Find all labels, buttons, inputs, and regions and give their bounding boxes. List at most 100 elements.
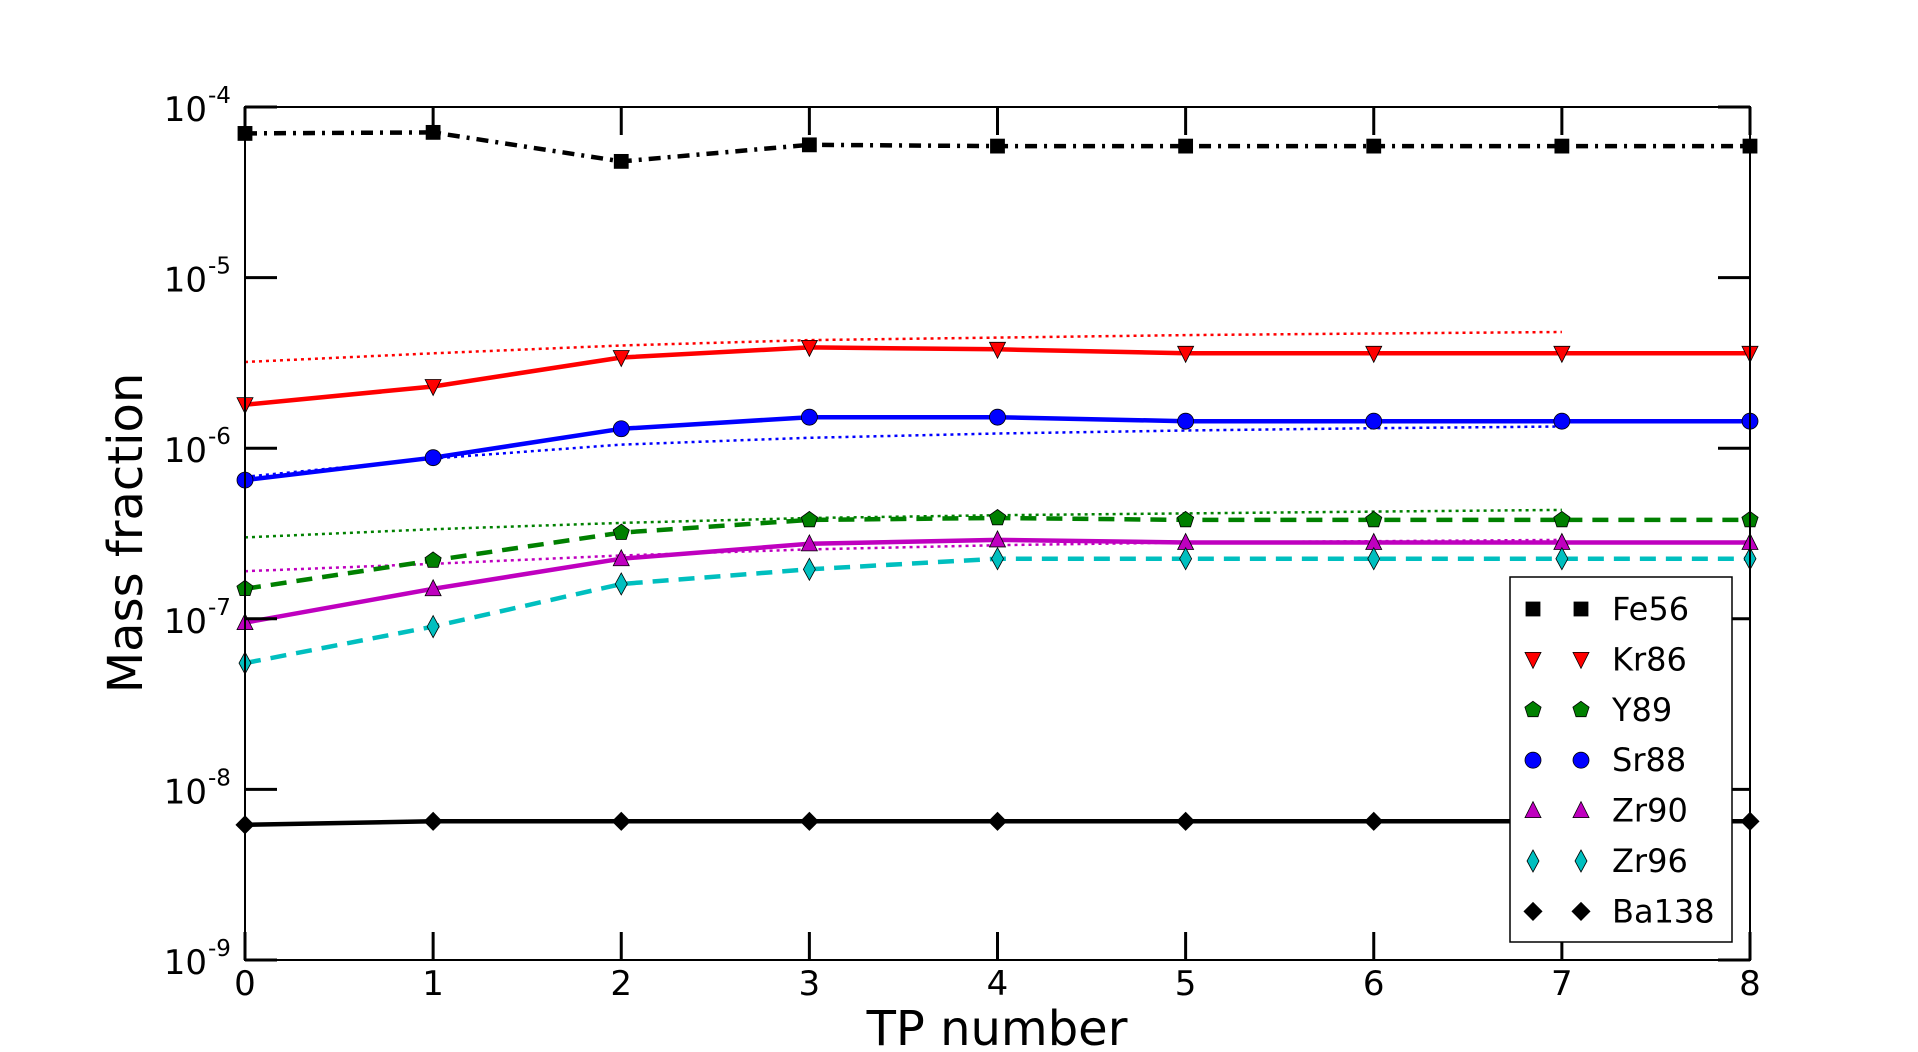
data-point-sr88-6: [1365, 412, 1383, 430]
data-point-kr86-6: [1365, 345, 1383, 364]
legend-label-zr90: Zr90: [1612, 792, 1688, 830]
data-point-sr88-1: [424, 449, 442, 467]
reference-line-2: [245, 425, 1562, 479]
data-point-zr96-5: [1179, 546, 1193, 571]
data-point-y89-4: [988, 509, 1007, 526]
series-markers: [235, 124, 1760, 835]
y-tick-base: 10: [164, 261, 207, 301]
legend-marker-kr86: [1524, 652, 1542, 670]
y-axis-title: Mass fraction: [98, 373, 154, 693]
y-tick-exponent: -5: [208, 254, 231, 280]
data-point-kr86-5: [1176, 345, 1195, 364]
data-point-sr88-5: [1177, 412, 1195, 430]
legend-label-ba138: Ba138: [1612, 892, 1715, 930]
y-tick-label--9: 10 -9: [164, 936, 231, 983]
legend-item-kr86: Kr86: [1524, 640, 1687, 678]
legend-label-zr96: Zr96: [1612, 842, 1688, 880]
data-point-fe56-5: [1178, 138, 1194, 154]
y-tick-exponent: -7: [208, 595, 231, 621]
reference-line-3: [245, 508, 1562, 539]
y-tick-label--4: 10 -4: [164, 83, 231, 130]
data-point-kr86-7: [1553, 345, 1571, 364]
legend-marker-kr86: [1572, 652, 1590, 670]
data-point-fe56-3: [801, 137, 817, 153]
data-point-sr88-2: [612, 420, 630, 438]
data-point-ba138-6: [1364, 811, 1384, 831]
legend: Fe56 Kr86 Y89 Sr88 Zr90 Zr96 Ba138: [1509, 576, 1733, 943]
y-tick-label--6: 10 -6: [164, 424, 231, 471]
x-tick-label-4: 4: [987, 964, 1009, 1004]
y-tick-labels: 10-910-810-710-610-510-4: [164, 83, 231, 983]
legend-item-zr96: Zr96: [1526, 842, 1688, 880]
data-point-zr90-1: [424, 578, 442, 597]
x-tick-label-7: 7: [1551, 964, 1573, 1004]
legend-marker-ba138: [1523, 901, 1543, 921]
x-tick-label-2: 2: [610, 964, 632, 1004]
data-point-fe56-6: [1366, 138, 1382, 154]
data-point-zr96-3: [802, 557, 816, 582]
reference-lines: [245, 330, 1562, 573]
data-point-y89-3: [800, 510, 818, 528]
data-point-zr96-1: [426, 614, 440, 639]
data-point-ba138-1: [423, 811, 443, 831]
data-point-fe56-7: [1554, 138, 1570, 154]
data-point-sr88-7: [1553, 412, 1571, 430]
legend-item-sr88: Sr88: [1524, 741, 1686, 779]
axis-ticks: [243, 105, 1752, 962]
data-point-zr96-7: [1555, 546, 1569, 571]
y-tick-label--7: 10 -7: [164, 595, 231, 642]
data-point-zr96-2: [614, 572, 628, 596]
data-point-y89-7: [1553, 510, 1571, 528]
data-point-y89-2: [612, 523, 630, 540]
data-point-zr90-3: [800, 533, 819, 552]
y-tick-base: 10: [164, 90, 207, 130]
legend-marker-zr90: [1524, 800, 1542, 818]
reference-line-4: [245, 538, 1562, 573]
data-point-zr90-2: [612, 548, 630, 567]
y-tick-base: 10: [164, 431, 207, 471]
legend-item-zr90: Zr90: [1524, 792, 1688, 830]
y-tick-exponent: -6: [208, 424, 231, 450]
legend-entries: Fe56 Kr86 Y89 Sr88 Zr90 Zr96 Ba138: [1523, 590, 1715, 930]
y-tick-exponent: -4: [208, 83, 231, 109]
x-tick-label-1: 1: [422, 964, 444, 1004]
x-tick-label-6: 6: [1363, 964, 1385, 1004]
legend-marker-zr90: [1572, 800, 1590, 818]
data-point-kr86-4: [988, 341, 1007, 360]
legend-label-fe56: Fe56: [1612, 590, 1689, 628]
legend-item-ba138: Ba138: [1523, 892, 1715, 930]
data-point-kr86-2: [612, 350, 630, 368]
y-tick-exponent: -9: [208, 936, 231, 962]
legend-marker-fe56: [1573, 601, 1589, 617]
data-point-y89-6: [1365, 510, 1383, 528]
data-point-zr96-4: [991, 546, 1004, 571]
legend-marker-y89: [1524, 700, 1542, 718]
reference-line-1: [245, 330, 1562, 364]
x-axis-title: TP number: [866, 1001, 1128, 1052]
data-point-y89-1: [424, 551, 442, 568]
legend-item-fe56: Fe56: [1525, 590, 1689, 628]
y-tick-label--5: 10 -5: [164, 254, 231, 301]
data-point-ba138-2: [611, 811, 631, 831]
legend-item-y89: Y89: [1524, 691, 1672, 729]
x-tick-label-0: 0: [234, 964, 256, 1004]
legend-frame: [1509, 576, 1733, 943]
x-tick-label-3: 3: [799, 964, 821, 1004]
y-tick-label--8: 10 -8: [164, 765, 231, 812]
data-point-sr88-4: [989, 408, 1006, 426]
legend-marker-zr96: [1526, 849, 1540, 873]
x-tick-label-5: 5: [1175, 964, 1197, 1004]
legend-marker-ba138: [1571, 901, 1591, 921]
x-tick-label-8: 8: [1739, 964, 1761, 1004]
y-tick-base: 10: [164, 602, 207, 642]
legend-marker-zr96: [1574, 849, 1588, 873]
y-tick-base: 10: [164, 772, 207, 812]
data-point-fe56-2: [613, 153, 629, 169]
legend-marker-y89: [1572, 700, 1590, 718]
data-point-sr88-3: [800, 408, 818, 426]
legend-marker-sr88: [1572, 751, 1590, 769]
data-point-fe56-4: [990, 138, 1005, 154]
data-point-ba138-3: [799, 811, 819, 831]
legend-label-y89: Y89: [1611, 691, 1672, 729]
